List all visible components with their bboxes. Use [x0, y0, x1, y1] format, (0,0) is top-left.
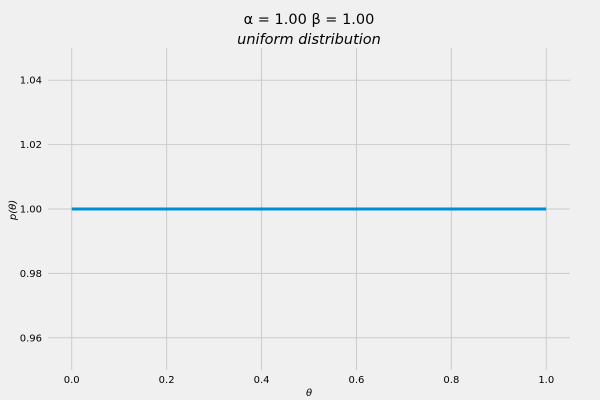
y-tick-label: 0.98	[20, 269, 42, 280]
y-tick-label: 1.04	[20, 76, 42, 87]
tick-layer: 0.0 0.2 0.4 0.6 0.8 1.0 0.96 0.98 1.00 1.02 1.04	[20, 76, 554, 386]
y-tick-label: 1.02	[20, 140, 42, 151]
x-tick-label: 0.0	[64, 375, 80, 386]
x-tick-label: 0.6	[349, 375, 365, 386]
x-tick-label: 0.2	[159, 375, 175, 386]
x-axis-label: θ	[306, 388, 312, 399]
y-tick-label: 0.96	[20, 333, 42, 344]
chart-subtitle: uniform distribution	[237, 32, 381, 48]
x-tick-label: 1.0	[538, 375, 554, 386]
y-axis-label: p(θ)	[8, 200, 19, 221]
chart-title: α = 1.00 β = 1.00	[244, 12, 375, 28]
x-tick-label: 0.8	[443, 375, 459, 386]
y-tick-label: 1.00	[20, 205, 42, 216]
x-tick-label: 0.4	[254, 375, 270, 386]
